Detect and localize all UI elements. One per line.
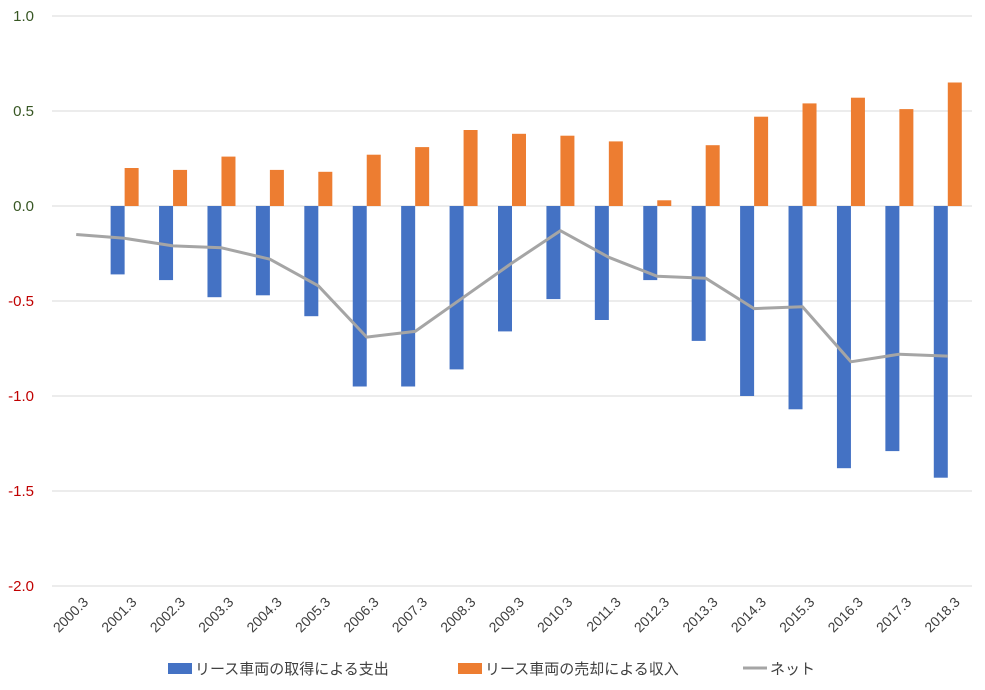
- bar-sale-proceeds[interactable]: [754, 116, 769, 206]
- x-tick-label: 2012.3: [631, 594, 673, 636]
- x-tick-label: 2009.3: [485, 594, 527, 636]
- bar-sale-proceeds[interactable]: [463, 130, 478, 206]
- bar-acquisition-expense[interactable]: [401, 206, 416, 387]
- x-tick-label: 2014.3: [728, 594, 770, 636]
- bar-sale-proceeds[interactable]: [512, 133, 526, 206]
- bar-sale-proceeds[interactable]: [124, 168, 139, 206]
- bar-sale-proceeds[interactable]: [366, 154, 381, 206]
- x-tick-label: 2010.3: [534, 594, 576, 636]
- bar-sale-proceeds[interactable]: [947, 82, 962, 207]
- bar-sale-proceeds[interactable]: [608, 141, 623, 206]
- bar-acquisition-expense[interactable]: [643, 206, 658, 281]
- x-tick-label: 2017.3: [873, 594, 915, 636]
- y-tick-label: -1.5: [8, 483, 34, 500]
- bar-acquisition-expense[interactable]: [352, 206, 367, 387]
- bar-acquisition-expense[interactable]: [255, 206, 270, 296]
- x-tick-label: 2005.3: [292, 594, 334, 636]
- y-tick-label: -0.5: [8, 293, 34, 310]
- x-tick-label: 2002.3: [147, 594, 189, 636]
- legend-item-acquisition: リース車両の取得による支出: [195, 660, 389, 678]
- x-tick-label: 2003.3: [195, 594, 237, 636]
- bar-sale-proceeds[interactable]: [850, 97, 865, 206]
- x-tick-label: 2000.3: [50, 594, 92, 636]
- bar-acquisition-expense[interactable]: [159, 206, 174, 281]
- bar-acquisition-expense[interactable]: [449, 206, 464, 370]
- bar-sale-proceeds[interactable]: [657, 200, 672, 206]
- bar-sale-proceeds[interactable]: [705, 145, 720, 206]
- bar-sale-proceeds[interactable]: [221, 156, 236, 206]
- bar-acquisition-expense[interactable]: [546, 206, 561, 300]
- bar-acquisition-expense[interactable]: [740, 206, 755, 396]
- x-tick-label: 2004.3: [243, 594, 285, 636]
- legend-swatch: [458, 663, 482, 674]
- x-tick-label: 2011.3: [583, 594, 624, 635]
- bar-sale-proceeds[interactable]: [173, 169, 188, 206]
- bar-sale-proceeds[interactable]: [560, 135, 575, 206]
- legend-swatch: [168, 663, 192, 674]
- x-tick-label: 2015.3: [776, 594, 818, 636]
- bar-acquisition-expense[interactable]: [594, 206, 609, 320]
- bar-acquisition-expense[interactable]: [207, 206, 222, 298]
- y-tick-label: 0.0: [13, 198, 34, 215]
- bar-sale-proceeds[interactable]: [269, 169, 284, 206]
- x-tick-label: 2006.3: [340, 594, 382, 636]
- bar-sale-proceeds[interactable]: [415, 147, 430, 206]
- y-tick-label: -1.0: [8, 388, 34, 405]
- x-tick-label: 2018.3: [921, 594, 963, 636]
- x-tick-label: 2013.3: [679, 594, 721, 636]
- x-tick-label: 2001.3: [98, 594, 140, 636]
- x-tick-label: 2008.3: [437, 594, 479, 636]
- bar-acquisition-expense[interactable]: [691, 206, 706, 341]
- bar-sale-proceeds[interactable]: [318, 171, 333, 206]
- x-tick-label: 2007.3: [389, 594, 431, 636]
- y-tick-label: -2.0: [8, 578, 34, 595]
- legend-item-net: ネット: [770, 660, 815, 678]
- x-tick-label: 2016.3: [824, 594, 866, 636]
- bar-acquisition-expense[interactable]: [836, 206, 851, 469]
- bar-acquisition-expense[interactable]: [110, 206, 125, 275]
- bar-acquisition-expense[interactable]: [304, 206, 319, 317]
- legend-item-sale: リース車両の売却による収入: [485, 660, 679, 678]
- bar-acquisition-expense[interactable]: [933, 206, 948, 478]
- bar-acquisition-expense[interactable]: [885, 206, 900, 452]
- y-tick-label: 0.5: [13, 103, 34, 120]
- bar-sale-proceeds[interactable]: [899, 109, 914, 206]
- bar-sale-proceeds[interactable]: [802, 103, 817, 206]
- y-tick-label: 1.0: [13, 8, 34, 25]
